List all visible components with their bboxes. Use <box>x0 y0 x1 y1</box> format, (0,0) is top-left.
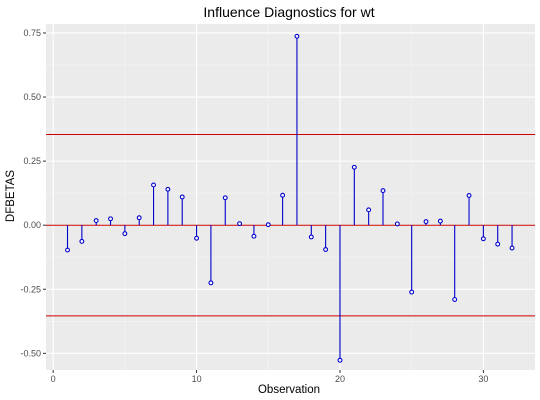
point-29 <box>466 193 472 198</box>
point-20 <box>337 357 343 363</box>
plot-panel <box>46 24 535 370</box>
point-27 <box>437 218 443 224</box>
minor-gridlines <box>46 24 535 370</box>
point-15 <box>265 222 271 228</box>
point-12 <box>222 195 228 201</box>
x-axis-title: Observation <box>258 384 320 396</box>
point-3 <box>93 218 99 224</box>
point-2 <box>79 238 85 244</box>
point-17 <box>294 33 300 39</box>
x-tick-label: 30 <box>478 374 488 384</box>
point-1 <box>65 247 70 253</box>
point-16 <box>280 192 286 198</box>
x-axis-ticks: 0 10 20 30 <box>51 370 488 384</box>
x-tick-label: 20 <box>335 374 345 384</box>
point-5 <box>122 231 128 237</box>
point-8 <box>165 186 171 192</box>
chart-title: Influence Diagnostics for wt <box>203 4 374 20</box>
y-tick-label: 0.25 <box>23 156 41 166</box>
point-21 <box>351 164 357 170</box>
point-19 <box>323 247 329 252</box>
y-tick-label: -0.50 <box>20 348 41 358</box>
y-tick-label: -0.25 <box>20 284 41 294</box>
point-24 <box>394 221 400 227</box>
point-10 <box>194 235 200 241</box>
x-tick-label: 0 <box>51 374 56 384</box>
point-32 <box>509 245 515 251</box>
point-13 <box>237 221 243 227</box>
point-14 <box>251 233 257 239</box>
point-7 <box>151 182 157 188</box>
point-6 <box>136 215 142 221</box>
point-31 <box>495 241 501 247</box>
point-9 <box>179 194 185 200</box>
major-gridlines <box>46 24 535 370</box>
y-tick-label: 0.75 <box>23 28 41 38</box>
reference-lines <box>46 133 535 317</box>
point-28 <box>452 297 458 302</box>
point-26 <box>423 219 429 225</box>
point-18 <box>308 234 314 240</box>
data-points <box>65 33 515 363</box>
point-22 <box>366 207 372 213</box>
point-30 <box>480 236 486 242</box>
y-tick-label: 0.00 <box>23 220 41 230</box>
y-axis-title: DFBETAS <box>5 170 17 223</box>
point-4 <box>108 216 113 222</box>
point-25 <box>409 289 415 295</box>
point-23 <box>380 188 386 194</box>
point-11 <box>208 280 214 286</box>
x-tick-label: 10 <box>192 374 202 384</box>
y-tick-label: 0.50 <box>23 92 41 102</box>
y-axis-ticks: -0.50 -0.25 0.00 0.25 0.50 0.75 <box>20 28 46 358</box>
